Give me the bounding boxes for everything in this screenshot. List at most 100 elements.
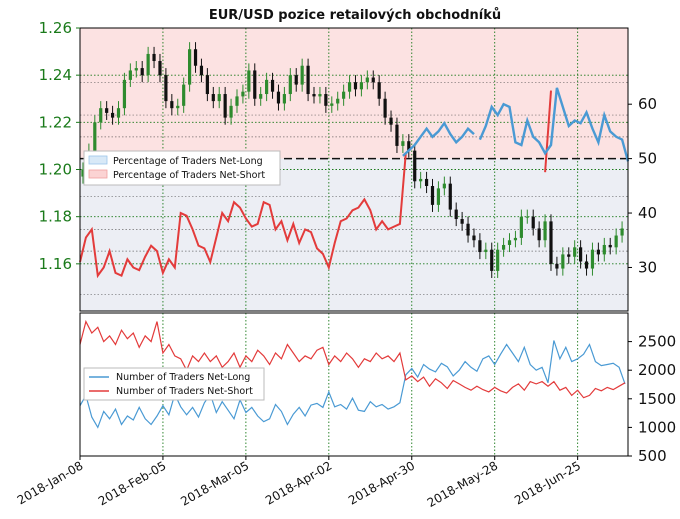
net-short-count-legend-label: Number of Traders Net-Short (116, 386, 253, 397)
candle-body (573, 247, 577, 257)
candle-body (496, 249, 500, 271)
count-tick-label-0: 2500 (638, 333, 676, 351)
x-tick-label-3: 2018-Apr-02 (263, 458, 334, 507)
candle-body (561, 254, 565, 269)
candle-body (93, 122, 97, 151)
candle-body (442, 183, 446, 189)
candle-body (270, 79, 275, 92)
chart-title: EUR/USD pozice retailových obchodníků (209, 8, 501, 23)
candle-body (549, 221, 553, 264)
candle-body (324, 94, 328, 106)
bottom-legend-box (83, 367, 265, 401)
pct-axis: 60 50 40 30 (628, 95, 657, 276)
candle-body (99, 108, 103, 123)
top-legend-box (83, 150, 281, 186)
candle-body (116, 108, 121, 118)
candle-body (507, 240, 512, 245)
x-tick-label-1: 2018-Feb-05 (96, 458, 169, 508)
candle-body (513, 237, 518, 241)
candle-body (484, 249, 488, 253)
pct-tick-label-0: 60 (638, 95, 657, 113)
candle-body (519, 216, 523, 238)
candle-body (134, 68, 138, 71)
candle-body (454, 209, 458, 220)
candle-body (122, 79, 127, 109)
candle-body (259, 94, 263, 99)
candle-body (217, 94, 221, 102)
candle-body (371, 77, 375, 83)
net-long-pct-line-2 (478, 87, 630, 162)
candle-body (478, 240, 482, 253)
net-short-legend-label: Percentage of Traders Net-Short (113, 170, 265, 181)
pct-tick-label-3: 30 (638, 258, 657, 276)
candle-body (353, 82, 358, 90)
candle-body (620, 228, 624, 236)
candle-body (140, 68, 144, 76)
candle-body (282, 94, 286, 104)
candle-body (193, 49, 198, 66)
x-tick-label-2: 2018-Mar-05 (178, 458, 251, 508)
candle-body (501, 244, 506, 250)
count-tick-label-4: 500 (638, 447, 667, 465)
candle-body (176, 105, 180, 109)
candle-body (359, 82, 364, 90)
candle-body (152, 53, 156, 62)
candle-body (229, 105, 233, 118)
candle-body (543, 221, 547, 241)
candle-body (555, 263, 559, 269)
candle-body (596, 249, 600, 255)
price-tick-label-0: 1.26 (39, 19, 72, 37)
candle-body (300, 65, 304, 85)
candle-body (188, 49, 192, 85)
candle-body (579, 247, 583, 262)
net-long-pct-line (402, 120, 475, 157)
candle-body (567, 254, 571, 257)
candle-body (466, 223, 470, 236)
candle-body (158, 61, 162, 76)
net-long-legend-label: Percentage of Traders Net-Long (113, 156, 263, 167)
net-long-count-line (79, 340, 626, 429)
count-tick-label-3: 1000 (638, 418, 676, 436)
candle-body (383, 98, 387, 118)
candle-body (389, 117, 393, 125)
candle-body (288, 75, 292, 95)
candle-body (223, 94, 227, 118)
candle-body (365, 77, 369, 83)
x-tick-label-0: 2018-Jan-08 (15, 458, 86, 507)
top-legend: Percentage of Traders Net-Long Percentag… (83, 150, 281, 186)
candle-body (336, 98, 340, 104)
pct-tick-label-2: 40 (638, 204, 657, 222)
candle-body (407, 141, 411, 151)
candle-body (490, 249, 494, 271)
candle-body (110, 112, 115, 118)
candle-body (199, 65, 204, 76)
candle-body (105, 108, 109, 113)
candle-body (531, 216, 535, 229)
top-panel: 1.26 1.24 1.22 1.20 1.18 1.16 60 50 40 30 Percen… (39, 19, 657, 312)
pct-tick-label-1: 50 (638, 150, 657, 168)
candle-body (342, 91, 346, 99)
candle-body (413, 150, 417, 182)
candle-body (247, 70, 251, 92)
net-long-count-legend-label: Number of Traders Net-Long (116, 372, 250, 383)
candle-body (347, 82, 352, 92)
candle-body (472, 235, 476, 241)
candle-body (377, 82, 381, 99)
net-short-swatch (88, 169, 108, 179)
candle-body (608, 244, 612, 248)
candle-body (602, 244, 606, 255)
candle-body (81, 169, 85, 177)
candle-body (448, 183, 452, 210)
price-tick-label-2: 1.22 (39, 113, 72, 131)
bottom-panel: 2500 2000 1500 1000 500 Number of Traders Ne… (79, 312, 676, 465)
candle-body (590, 249, 595, 269)
candle-body (241, 91, 245, 97)
count-axis: 2500 2000 1500 1000 500 (628, 333, 676, 465)
x-axis: 2018-Jan-08 2018-Feb-05 2018-Mar-05 2018-Ap… (15, 456, 583, 510)
candle-body (276, 91, 281, 104)
candle-body (537, 228, 541, 241)
price-axis: 1.26 1.24 1.22 1.20 1.18 1.16 (39, 19, 80, 273)
candle-body (330, 103, 334, 106)
net-long-swatch (88, 155, 108, 165)
net-short-count-line (79, 319, 626, 399)
